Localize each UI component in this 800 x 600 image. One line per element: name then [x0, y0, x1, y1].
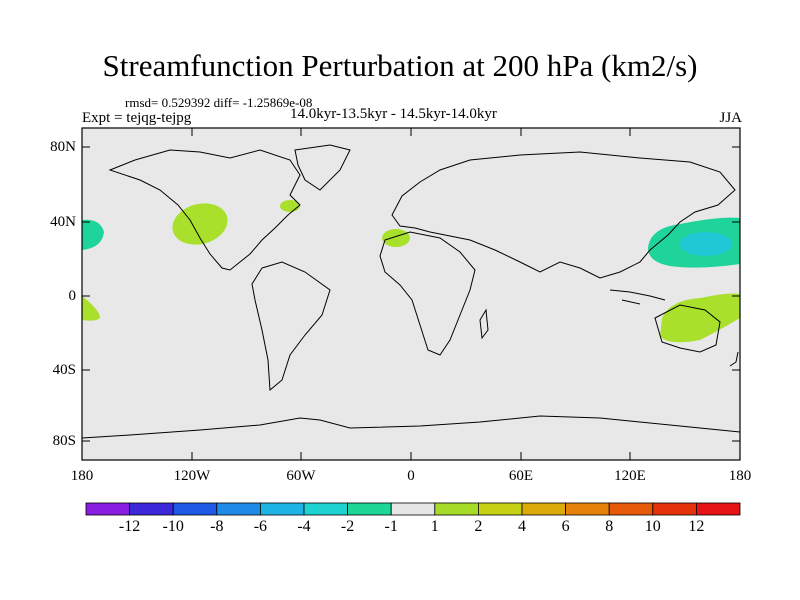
colorbar-swatch	[521, 502, 566, 516]
x-tick-label: 180	[70, 468, 94, 484]
colorbar-swatch	[129, 502, 174, 516]
coast-australia	[654, 304, 721, 353]
y-tick-label: 40N	[50, 214, 76, 230]
coastlines	[81, 144, 741, 439]
colorbar-swatch	[347, 502, 392, 516]
anomaly-pos-tropical-east-pacific	[82, 296, 100, 321]
colorbar-swatch	[172, 502, 218, 516]
map-background	[82, 128, 740, 460]
colorbar-swatch	[303, 502, 348, 516]
colorbar-label: -1	[384, 518, 398, 535]
anomaly-pos-australia	[660, 293, 740, 343]
x-tick-label: 60E	[508, 468, 534, 484]
x-tick-label: 120W	[173, 468, 211, 484]
coast-madagascar	[479, 308, 489, 340]
anomaly-pos-western-north-america	[172, 203, 228, 245]
coast-north-america	[108, 149, 301, 271]
colorbar-label: -2	[340, 518, 355, 535]
anomaly-neg-core	[680, 232, 732, 256]
colorbar-swatch	[259, 502, 305, 516]
colorbar-swatch	[608, 502, 654, 516]
anomaly-neg-npac-west	[82, 219, 104, 250]
axis-ticks	[81, 128, 741, 460]
colorbar-label: 2	[474, 518, 483, 535]
colorbar-swatch	[565, 502, 610, 516]
y-tick-label: 40S	[52, 362, 76, 378]
colorbar-label: 1	[430, 518, 439, 535]
x-tick-label: 120E	[614, 468, 646, 484]
coast-new-zealand	[729, 351, 739, 367]
colorbar-swatch	[652, 502, 697, 516]
season-label: JJA	[719, 110, 742, 126]
colorbar-swatch	[216, 502, 261, 516]
x-tick-label: 60W	[286, 468, 316, 484]
colorbar-label: 6	[561, 518, 570, 535]
colorbar-swatch	[434, 502, 479, 516]
colorbar-label: 8	[605, 518, 614, 535]
coast-south-america	[251, 261, 331, 392]
colorbar-swatch	[477, 502, 523, 516]
y-tick-label: 0	[68, 288, 77, 304]
anomaly-pos-northwest-africa	[382, 229, 410, 247]
coast-indonesia	[609, 289, 666, 305]
coast-africa	[379, 231, 476, 356]
colorbar-label: -6	[253, 518, 268, 535]
colorbar-swatch	[85, 502, 130, 516]
colorbar-label: 10	[644, 518, 661, 535]
colorbar-label: -10	[162, 518, 184, 535]
colorbar-swatch	[696, 502, 741, 516]
rmsd-stats: rmsd= 0.529392 diff= -1.25869e-08	[125, 95, 313, 110]
y-tick-label: 80S	[52, 433, 76, 449]
y-tick-label: 80N	[50, 139, 76, 155]
colorbar-label: -8	[210, 518, 224, 535]
x-tick-label: 180	[728, 468, 752, 484]
anomaly-layer	[82, 200, 740, 343]
colorbar-swatch	[390, 502, 436, 516]
experiment-label: Expt = tejqg-tejpg	[82, 110, 192, 126]
coast-greenland	[294, 144, 351, 191]
colorbar-label: -4	[297, 518, 311, 535]
coast-eurasia	[391, 151, 736, 279]
period-label: 14.0kyr-13.5kyr - 14.5kyr-14.0kyr	[290, 106, 497, 122]
colorbar	[85, 502, 741, 516]
x-tick-label: 0	[407, 468, 415, 484]
colorbar-label: -12	[118, 518, 141, 535]
plot-title: Streamfunction Perturbation at 200 hPa (…	[102, 48, 698, 83]
colorbar-label: 12	[688, 518, 705, 535]
colorbar-label: 4	[518, 518, 526, 535]
coast-antarctica	[81, 415, 741, 439]
